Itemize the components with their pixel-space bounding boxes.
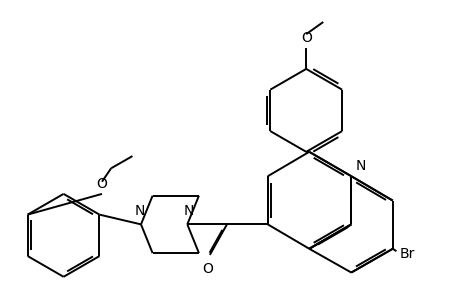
Text: O: O xyxy=(300,31,311,45)
Text: N: N xyxy=(355,159,365,173)
Text: N: N xyxy=(183,204,193,218)
Text: N: N xyxy=(134,204,145,218)
Text: Br: Br xyxy=(399,247,414,261)
Text: O: O xyxy=(202,262,213,276)
Text: O: O xyxy=(96,178,107,191)
